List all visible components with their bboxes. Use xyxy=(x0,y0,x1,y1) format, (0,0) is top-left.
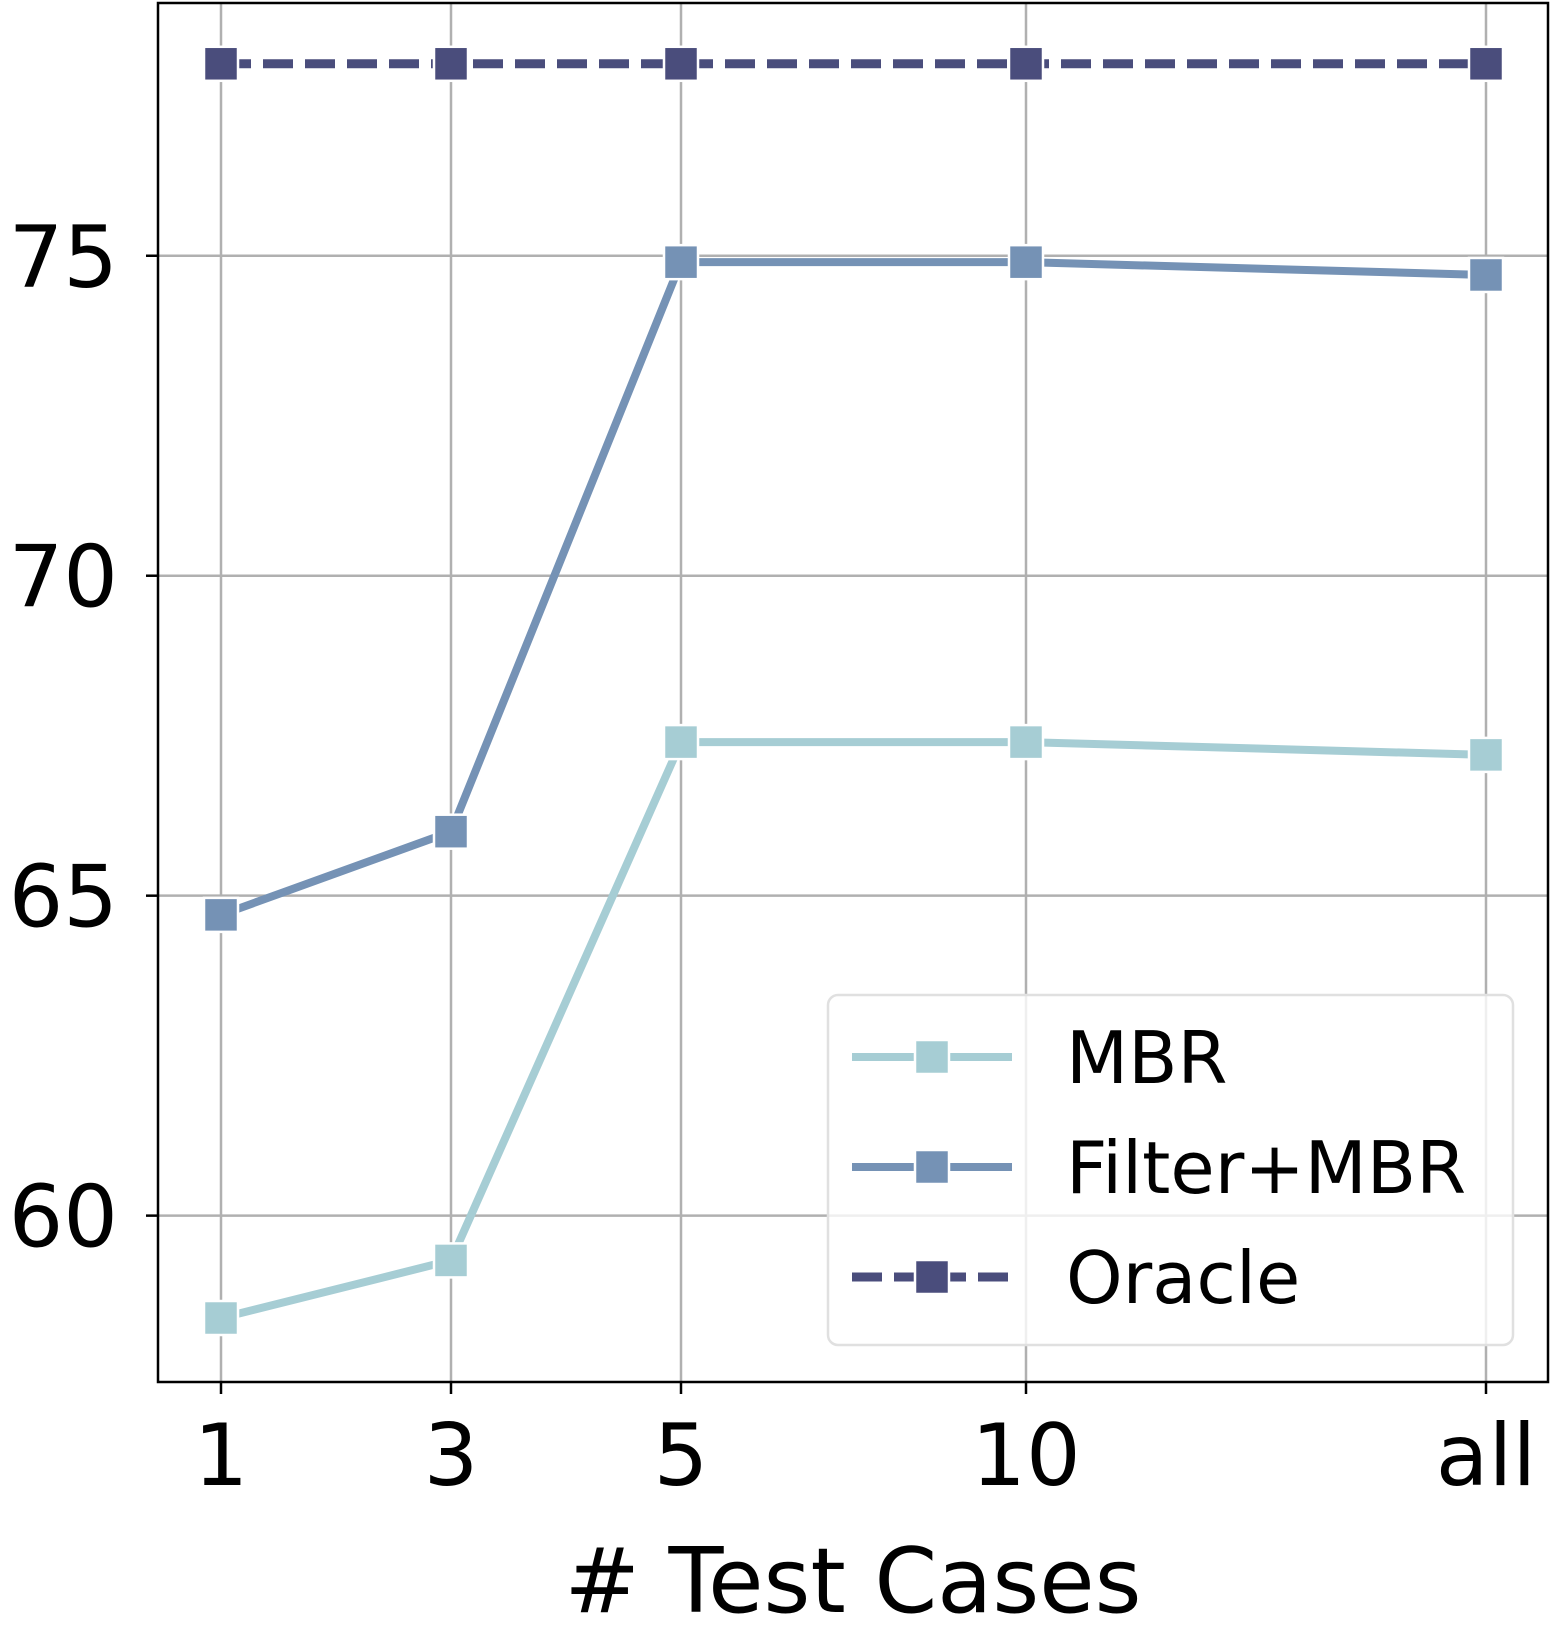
data-point xyxy=(432,1242,470,1279)
x-tick-label: 3 xyxy=(424,1406,479,1506)
series-group xyxy=(202,45,1505,1337)
series-filter-mbr xyxy=(202,243,1505,934)
y-tick-label: 75 xyxy=(9,208,118,308)
legend-marker xyxy=(913,1148,951,1186)
series-oracle xyxy=(202,45,1505,83)
data-point xyxy=(202,45,240,83)
y-tick-label: 60 xyxy=(9,1168,118,1268)
y-tick-label: 65 xyxy=(9,848,118,948)
axes-group: 1 3 5 10 all 60 65 70 75 xyxy=(9,208,1537,1506)
legend-marker xyxy=(913,1258,951,1296)
series-mbr xyxy=(202,723,1505,1337)
y-tick-label: 70 xyxy=(9,528,118,628)
legend: MBR Filter+MBR Oracle xyxy=(826,993,1515,1347)
data-point xyxy=(1467,256,1505,294)
legend-marker xyxy=(913,1038,951,1076)
x-tick-label: 5 xyxy=(654,1406,709,1506)
data-point xyxy=(1007,723,1045,761)
legend-label: Oracle xyxy=(1066,1236,1300,1320)
data-point xyxy=(662,243,700,281)
series-line xyxy=(219,258,1487,919)
legend-frame xyxy=(826,993,1515,1347)
data-point xyxy=(432,45,470,83)
data-point xyxy=(202,896,240,934)
data-point xyxy=(1007,45,1045,83)
data-point xyxy=(1007,243,1045,281)
x-tick-label: 10 xyxy=(971,1406,1080,1506)
data-point xyxy=(662,45,700,83)
data-point xyxy=(662,723,700,761)
x-tick-label: 1 xyxy=(194,1406,249,1506)
legend-label: Filter+MBR xyxy=(1066,1126,1466,1210)
legend-label: MBR xyxy=(1066,1016,1228,1100)
x-tick-label: all xyxy=(1436,1406,1537,1506)
data-point xyxy=(1467,45,1505,83)
data-point xyxy=(202,1299,240,1337)
data-point xyxy=(1467,736,1505,774)
data-point xyxy=(432,813,470,850)
plot-frame xyxy=(156,1,1550,1384)
x-axis-title: # Test Cases xyxy=(564,1529,1141,1631)
